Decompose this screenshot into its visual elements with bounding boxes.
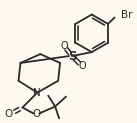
Text: Br: Br <box>122 10 133 20</box>
Text: O: O <box>60 41 68 51</box>
Text: N: N <box>33 88 41 98</box>
Text: O: O <box>32 109 40 119</box>
Text: O: O <box>78 61 86 71</box>
Text: O: O <box>5 109 13 119</box>
Text: S: S <box>68 50 76 63</box>
